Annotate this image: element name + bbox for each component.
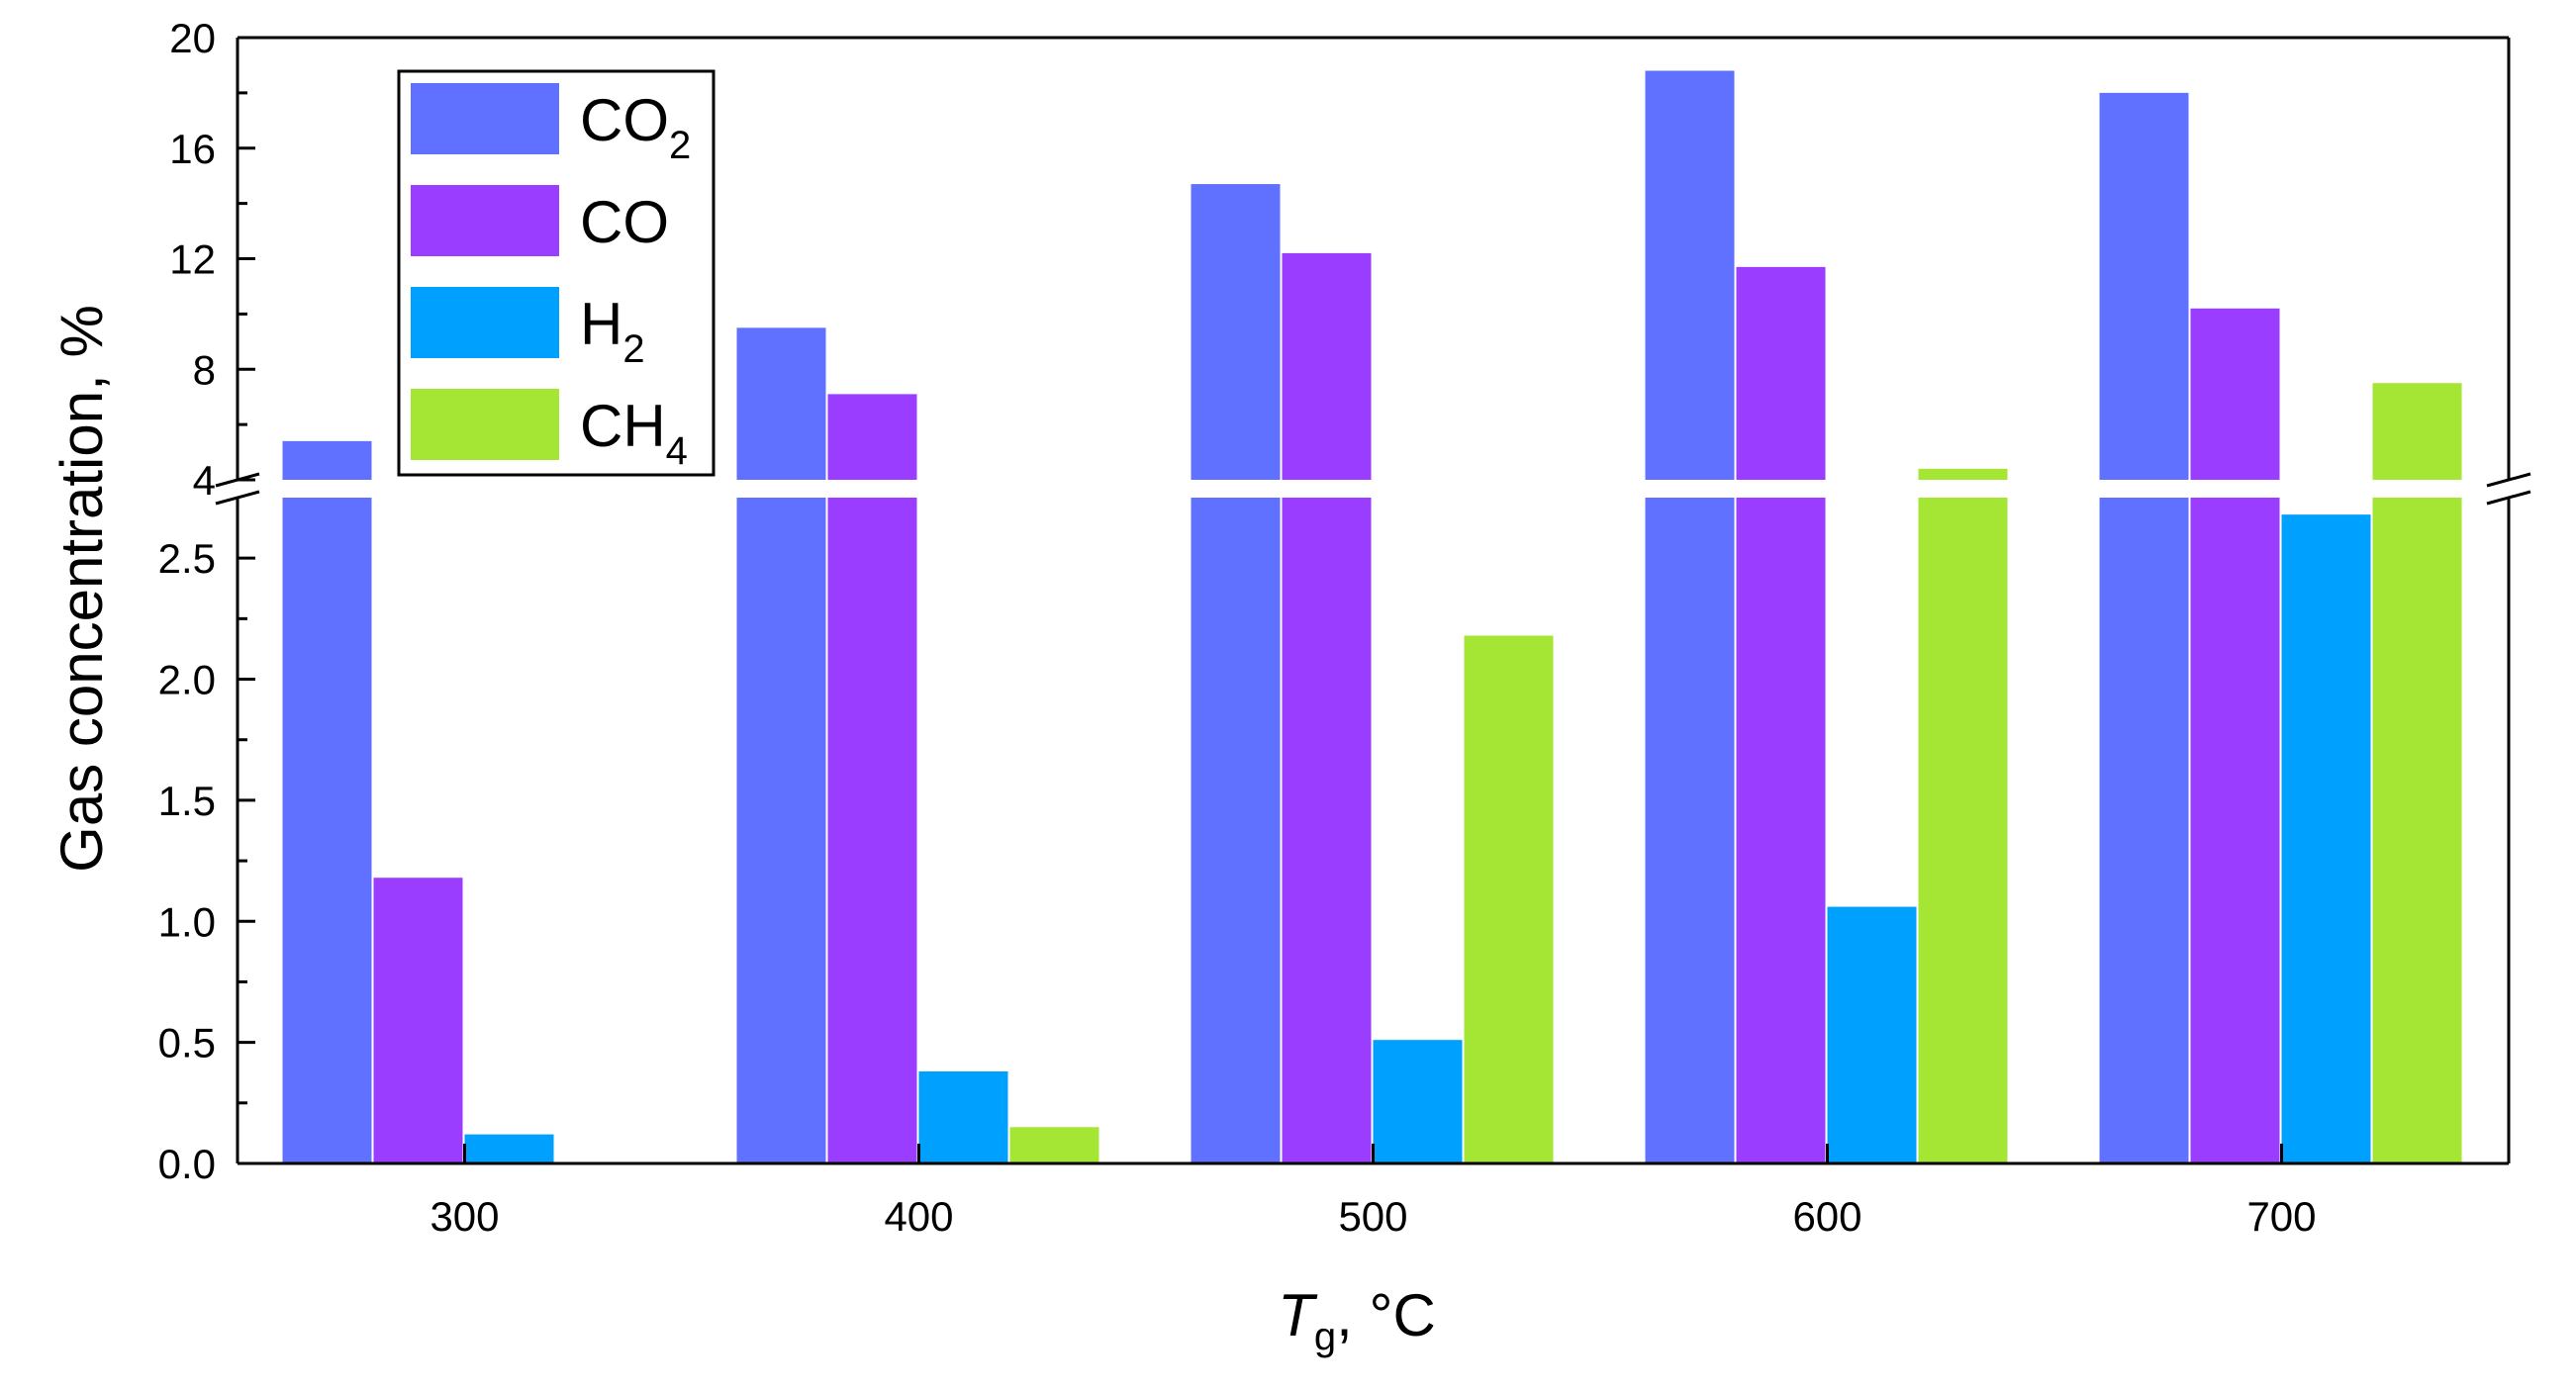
bar-ch4-600 <box>1918 468 2008 1163</box>
legend-label-co: CO <box>580 189 669 255</box>
x-tick-label: 700 <box>2246 1193 2316 1240</box>
y-tick-label: 4 <box>193 457 216 504</box>
y-tick-label: 2.0 <box>158 657 216 703</box>
bar-co-400 <box>827 394 917 1163</box>
axis-break-band <box>218 480 2528 498</box>
bar-h2-400 <box>918 1071 1008 1163</box>
y-tick-label: 1.0 <box>158 898 216 945</box>
legend-label-co2: CO2 <box>580 87 691 167</box>
y-tick-label: 16 <box>169 126 216 172</box>
x-tick-label: 300 <box>429 1193 499 1240</box>
x-tick-label: 400 <box>884 1193 953 1240</box>
y-tick-label: 0.5 <box>158 1020 216 1066</box>
legend-swatch-co <box>411 185 559 256</box>
y-tick-label: 1.5 <box>158 778 216 824</box>
bar-ch4-500 <box>1464 635 1554 1163</box>
x-tick-label: 600 <box>1792 1193 1861 1240</box>
legend-swatch-ch4 <box>411 389 559 460</box>
bar-co-600 <box>1736 266 1826 1164</box>
bar-co2-400 <box>736 327 826 1163</box>
x-axis-title: Tg, °C <box>1278 1282 1436 1358</box>
legend-label-h2: H2 <box>580 291 645 371</box>
bar-ch4-700 <box>2372 383 2462 1163</box>
bar-h2-300 <box>464 1134 554 1163</box>
legend-swatch-co2 <box>411 83 559 154</box>
bar-h2-500 <box>1373 1040 1463 1163</box>
bar-co2-500 <box>1191 184 1281 1164</box>
y-tick-label: 8 <box>193 346 216 393</box>
bar-co2-700 <box>2099 92 2189 1163</box>
bar-co2-300 <box>282 440 372 1163</box>
legend-swatch-h2 <box>411 287 559 358</box>
axes-group: 0.0 0.5 1.0 1.5 2.0 2.5 4 8 12 16 20 300 400 500 600 70… <box>158 15 2511 1240</box>
bar-ch4-400 <box>1009 1127 1099 1163</box>
x-tick-label: 500 <box>1338 1193 1407 1240</box>
bar-co-300 <box>373 878 463 1163</box>
bar-h2-600 <box>1827 906 1917 1163</box>
bar-co-700 <box>2190 308 2280 1164</box>
y-tick-label: 2.5 <box>158 535 216 582</box>
y-tick-label: 12 <box>169 236 216 283</box>
bars-group <box>282 70 2462 1164</box>
y-tick-label: 0.0 <box>158 1141 216 1187</box>
bar-co2-600 <box>1645 70 1735 1163</box>
legend-label-ch4: CH4 <box>580 393 688 473</box>
bar-co-500 <box>1282 252 1372 1164</box>
y-tick-label: 20 <box>169 15 216 61</box>
bar-h2-700 <box>2281 514 2371 1163</box>
legend: CO2 CO H2 CH4 <box>397 69 716 477</box>
y-axis-title: Gas concentration, % <box>48 305 115 873</box>
